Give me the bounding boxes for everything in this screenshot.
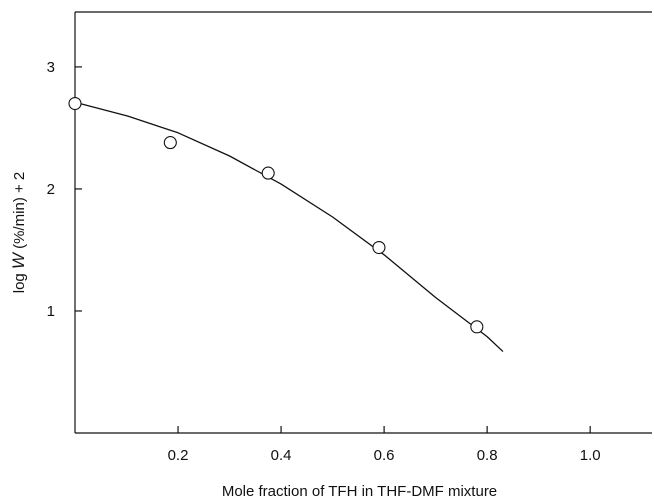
y-axis-title-prefix: log <box>11 269 28 293</box>
y-tick-label: 2 <box>47 181 55 198</box>
plot-frame <box>74 11 652 434</box>
x-axis-ticks: 0.2 0.4 0.6 0.8 1.0 <box>168 426 601 464</box>
data-points-layer <box>68 96 484 334</box>
y-axis-title: log W (%/min) + 2 <box>9 172 28 294</box>
y-axis-title-suffix: (%/min) + 2 <box>11 172 28 253</box>
x-tick-label: 0.8 <box>477 447 498 464</box>
data-point <box>261 166 275 180</box>
y-tick-label: 3 <box>47 59 55 76</box>
x-axis-title: Mole fraction of TFH in THF-DMF mixture <box>222 483 497 500</box>
y-tick-label: 1 <box>47 303 55 320</box>
fit-curve <box>74 101 504 352</box>
data-point <box>68 96 82 111</box>
y-axis-ticks: 1 2 3 <box>47 59 82 320</box>
x-tick-label: 0.4 <box>271 447 292 464</box>
x-tick-label: 1.0 <box>580 447 601 464</box>
x-tick-label: 0.2 <box>168 447 189 464</box>
y-axis-title-variable: W <box>9 251 28 269</box>
x-tick-label: 0.6 <box>374 447 395 464</box>
data-point <box>372 240 386 255</box>
data-point <box>470 320 484 334</box>
fit-curve-layer <box>74 101 504 352</box>
data-point <box>163 136 177 150</box>
